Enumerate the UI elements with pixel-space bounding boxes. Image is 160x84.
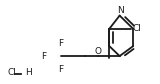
- Text: Cl: Cl: [7, 68, 16, 77]
- Text: F: F: [58, 39, 64, 48]
- Text: H: H: [25, 68, 32, 77]
- Text: Cl: Cl: [132, 24, 141, 33]
- Text: F: F: [41, 52, 46, 61]
- Text: F: F: [58, 65, 64, 74]
- Text: N: N: [117, 6, 124, 15]
- Text: O: O: [95, 47, 102, 56]
